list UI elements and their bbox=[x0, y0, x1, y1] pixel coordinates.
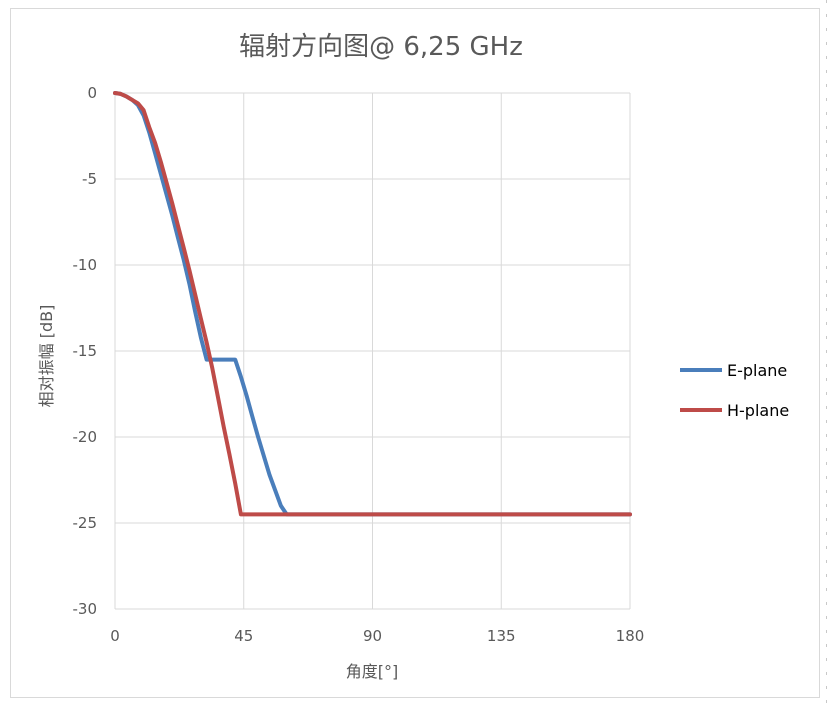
x-tick-label: 45 bbox=[234, 627, 253, 645]
gridlines bbox=[114, 92, 631, 610]
y-tick-label: -20 bbox=[73, 428, 98, 446]
x-tick-label: 180 bbox=[616, 627, 645, 645]
x-tick-label: 0 bbox=[110, 627, 120, 645]
page-edge-marker bbox=[826, 0, 827, 704]
y-tick-label: -25 bbox=[73, 514, 98, 532]
legend-label-e-plane: E-plane bbox=[727, 361, 787, 380]
series-line-e-plane bbox=[113, 91, 632, 517]
x-tick-label: 135 bbox=[487, 627, 516, 645]
x-tick-label: 90 bbox=[363, 627, 382, 645]
y-tick-label: 0 bbox=[87, 84, 97, 102]
series-lines bbox=[113, 91, 632, 517]
y-tick-label: -30 bbox=[73, 600, 98, 618]
y-axis-ticks: 0 -5 -10 -15 -20 -25 -30 bbox=[73, 84, 98, 618]
series-line-h-plane bbox=[113, 91, 632, 517]
chart-title: 辐射方向图@ 6,25 GHz bbox=[239, 32, 523, 62]
legend-label-h-plane: H-plane bbox=[727, 401, 789, 420]
y-axis-title: 相对振幅 [dB] bbox=[37, 305, 56, 408]
y-tick-label: -15 bbox=[73, 342, 98, 360]
x-axis-ticks: 0 45 90 135 180 bbox=[110, 627, 644, 645]
x-axis-title: 角度[°] bbox=[346, 662, 399, 681]
y-tick-label: -10 bbox=[73, 256, 98, 274]
legend: E-plane H-plane bbox=[680, 361, 789, 420]
y-tick-label: -5 bbox=[82, 170, 97, 188]
